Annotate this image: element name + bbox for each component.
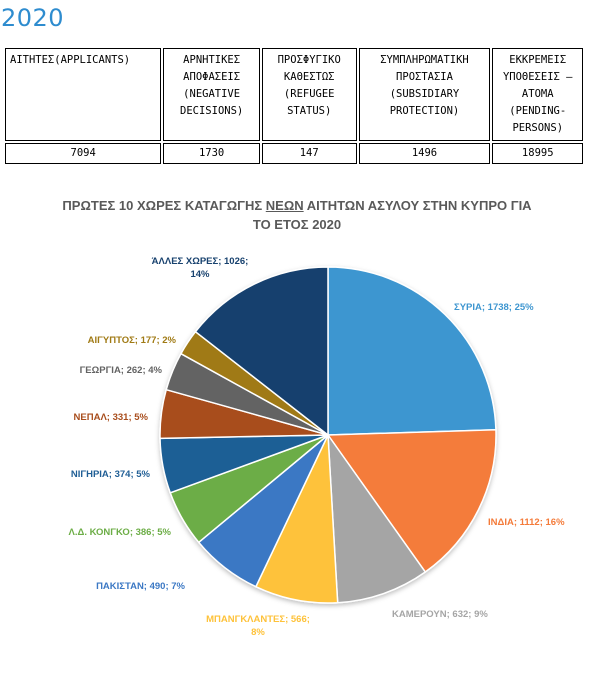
year-heading: 2020 bbox=[1, 4, 65, 32]
header-negative-decisions: ΑΡΝΗΤΙΚΕΣ ΑΠΟΦΑΣΕΙΣ (NEGATIVE DECISIONS) bbox=[163, 48, 260, 141]
slice-label-9: ΑΙΓΥΠΤΟΣ; 177; 2% bbox=[88, 335, 177, 346]
value-refugee-status: 147 bbox=[261, 143, 357, 164]
slice-label-6: ΝΙΓΗΡΙΑ; 374; 5% bbox=[71, 469, 151, 480]
slice-label-1: ΙΝΔΙΑ; 1112; 16% bbox=[488, 517, 565, 528]
header-refugee-status: ΠΡΟΣΦΥΓΙΚΟ ΚΑΘΕΣΤΩΣ (REFUGEE STATUS) bbox=[261, 48, 357, 141]
header-subsidiary-protection: ΣΥΜΠΛΗΡΩΜΑΤΙΚΗ ΠΡΟΣΤΑΣΙΑ (SUBSIDIARY PRO… bbox=[358, 48, 491, 141]
value-applicants: 7094 bbox=[5, 143, 162, 164]
pie-slice-0 bbox=[327, 266, 497, 436]
value-pending-persons: 18995 bbox=[492, 143, 583, 164]
slice-label-2: ΚΑΜΕΡΟΥΝ; 632; 9% bbox=[392, 609, 488, 620]
table-header-row: ΑΙΤΗΤΕΣ(APPLICANTS) ΑΡΝΗΤΙΚΕΣ ΑΠΟΦΑΣΕΙΣ … bbox=[5, 48, 583, 141]
slice-label-3: ΜΠΑΝΓΚΛΑΝΤΕΣ; 566; 8% bbox=[206, 614, 310, 638]
header-applicants: ΑΙΤΗΤΕΣ(APPLICANTS) bbox=[5, 48, 162, 141]
value-subsidiary-protection: 1496 bbox=[358, 143, 491, 164]
table-values-row: 7094 1730 147 1496 18995 bbox=[5, 143, 583, 164]
asylum-statistics-table: ΑΙΤΗΤΕΣ(APPLICANTS) ΑΡΝΗΤΙΚΕΣ ΑΠΟΦΑΣΕΙΣ … bbox=[3, 46, 585, 166]
pie-chart-area: ΠΡΩΤΕΣ 10 ΧΩΡΕΣ ΚΑΤΑΓΩΓΗΣ ΝΕΩΝ ΑΙΤΗΤΩΝ Α… bbox=[0, 180, 594, 673]
slice-label-10: ΆΛΛΕΣ ΧΩΡΕΣ; 1026; 14% bbox=[152, 256, 249, 280]
pie-slice-1 bbox=[326, 428, 497, 574]
chart-title-part-2: ΑΙΤΗΤΩΝ ΑΣΥΛΟΥ ΣΤΗΝ ΚΥΠΡΟ ΓΙΑ bbox=[303, 198, 532, 213]
slice-label-0: ΣΥΡΙΑ; 1738; 25% bbox=[454, 302, 534, 313]
header-pending-persons: ΕΚΚΡΕΜΕΙΣ ΥΠΟΘΕΣΕΙΣ – ΑΤΟΜΑ (PENDING- PE… bbox=[492, 48, 583, 141]
slice-label-4: ΠΑΚΙΣΤΑΝ; 490; 7% bbox=[96, 581, 185, 592]
pie-slice-2 bbox=[327, 432, 427, 604]
pie-slice-10 bbox=[194, 266, 329, 437]
pie-chart: ΣΥΡΙΑ; 1738; 25% ΙΝΔΙΑ; 1112; 16% ΚΑΜΕΡΟΥΝ… bbox=[69, 256, 566, 638]
slice-label-8: ΓΕΩΡΓΙΑ; 262; 4% bbox=[80, 365, 163, 376]
slice-label-5: Λ.Δ. ΚΟΝΓΚΟ; 386; 5% bbox=[69, 527, 172, 538]
chart-title-part-3: ΤΟ ΕΤΟΣ 2020 bbox=[252, 217, 342, 232]
chart-title-part-1: ΠΡΩΤΕΣ 10 ΧΩΡΕΣ ΚΑΤΑΓΩΓΗΣ bbox=[62, 198, 266, 213]
slice-label-7: ΝΕΠΑΛ; 331; 5% bbox=[74, 412, 149, 423]
value-negative-decisions: 1730 bbox=[163, 143, 260, 164]
chart-title: ΠΡΩΤΕΣ 10 ΧΩΡΕΣ ΚΑΤΑΓΩΓΗΣ ΝΕΩΝ ΑΙΤΗΤΩΝ Α… bbox=[0, 196, 594, 234]
chart-title-underlined-word: ΝΕΩΝ bbox=[265, 198, 304, 213]
